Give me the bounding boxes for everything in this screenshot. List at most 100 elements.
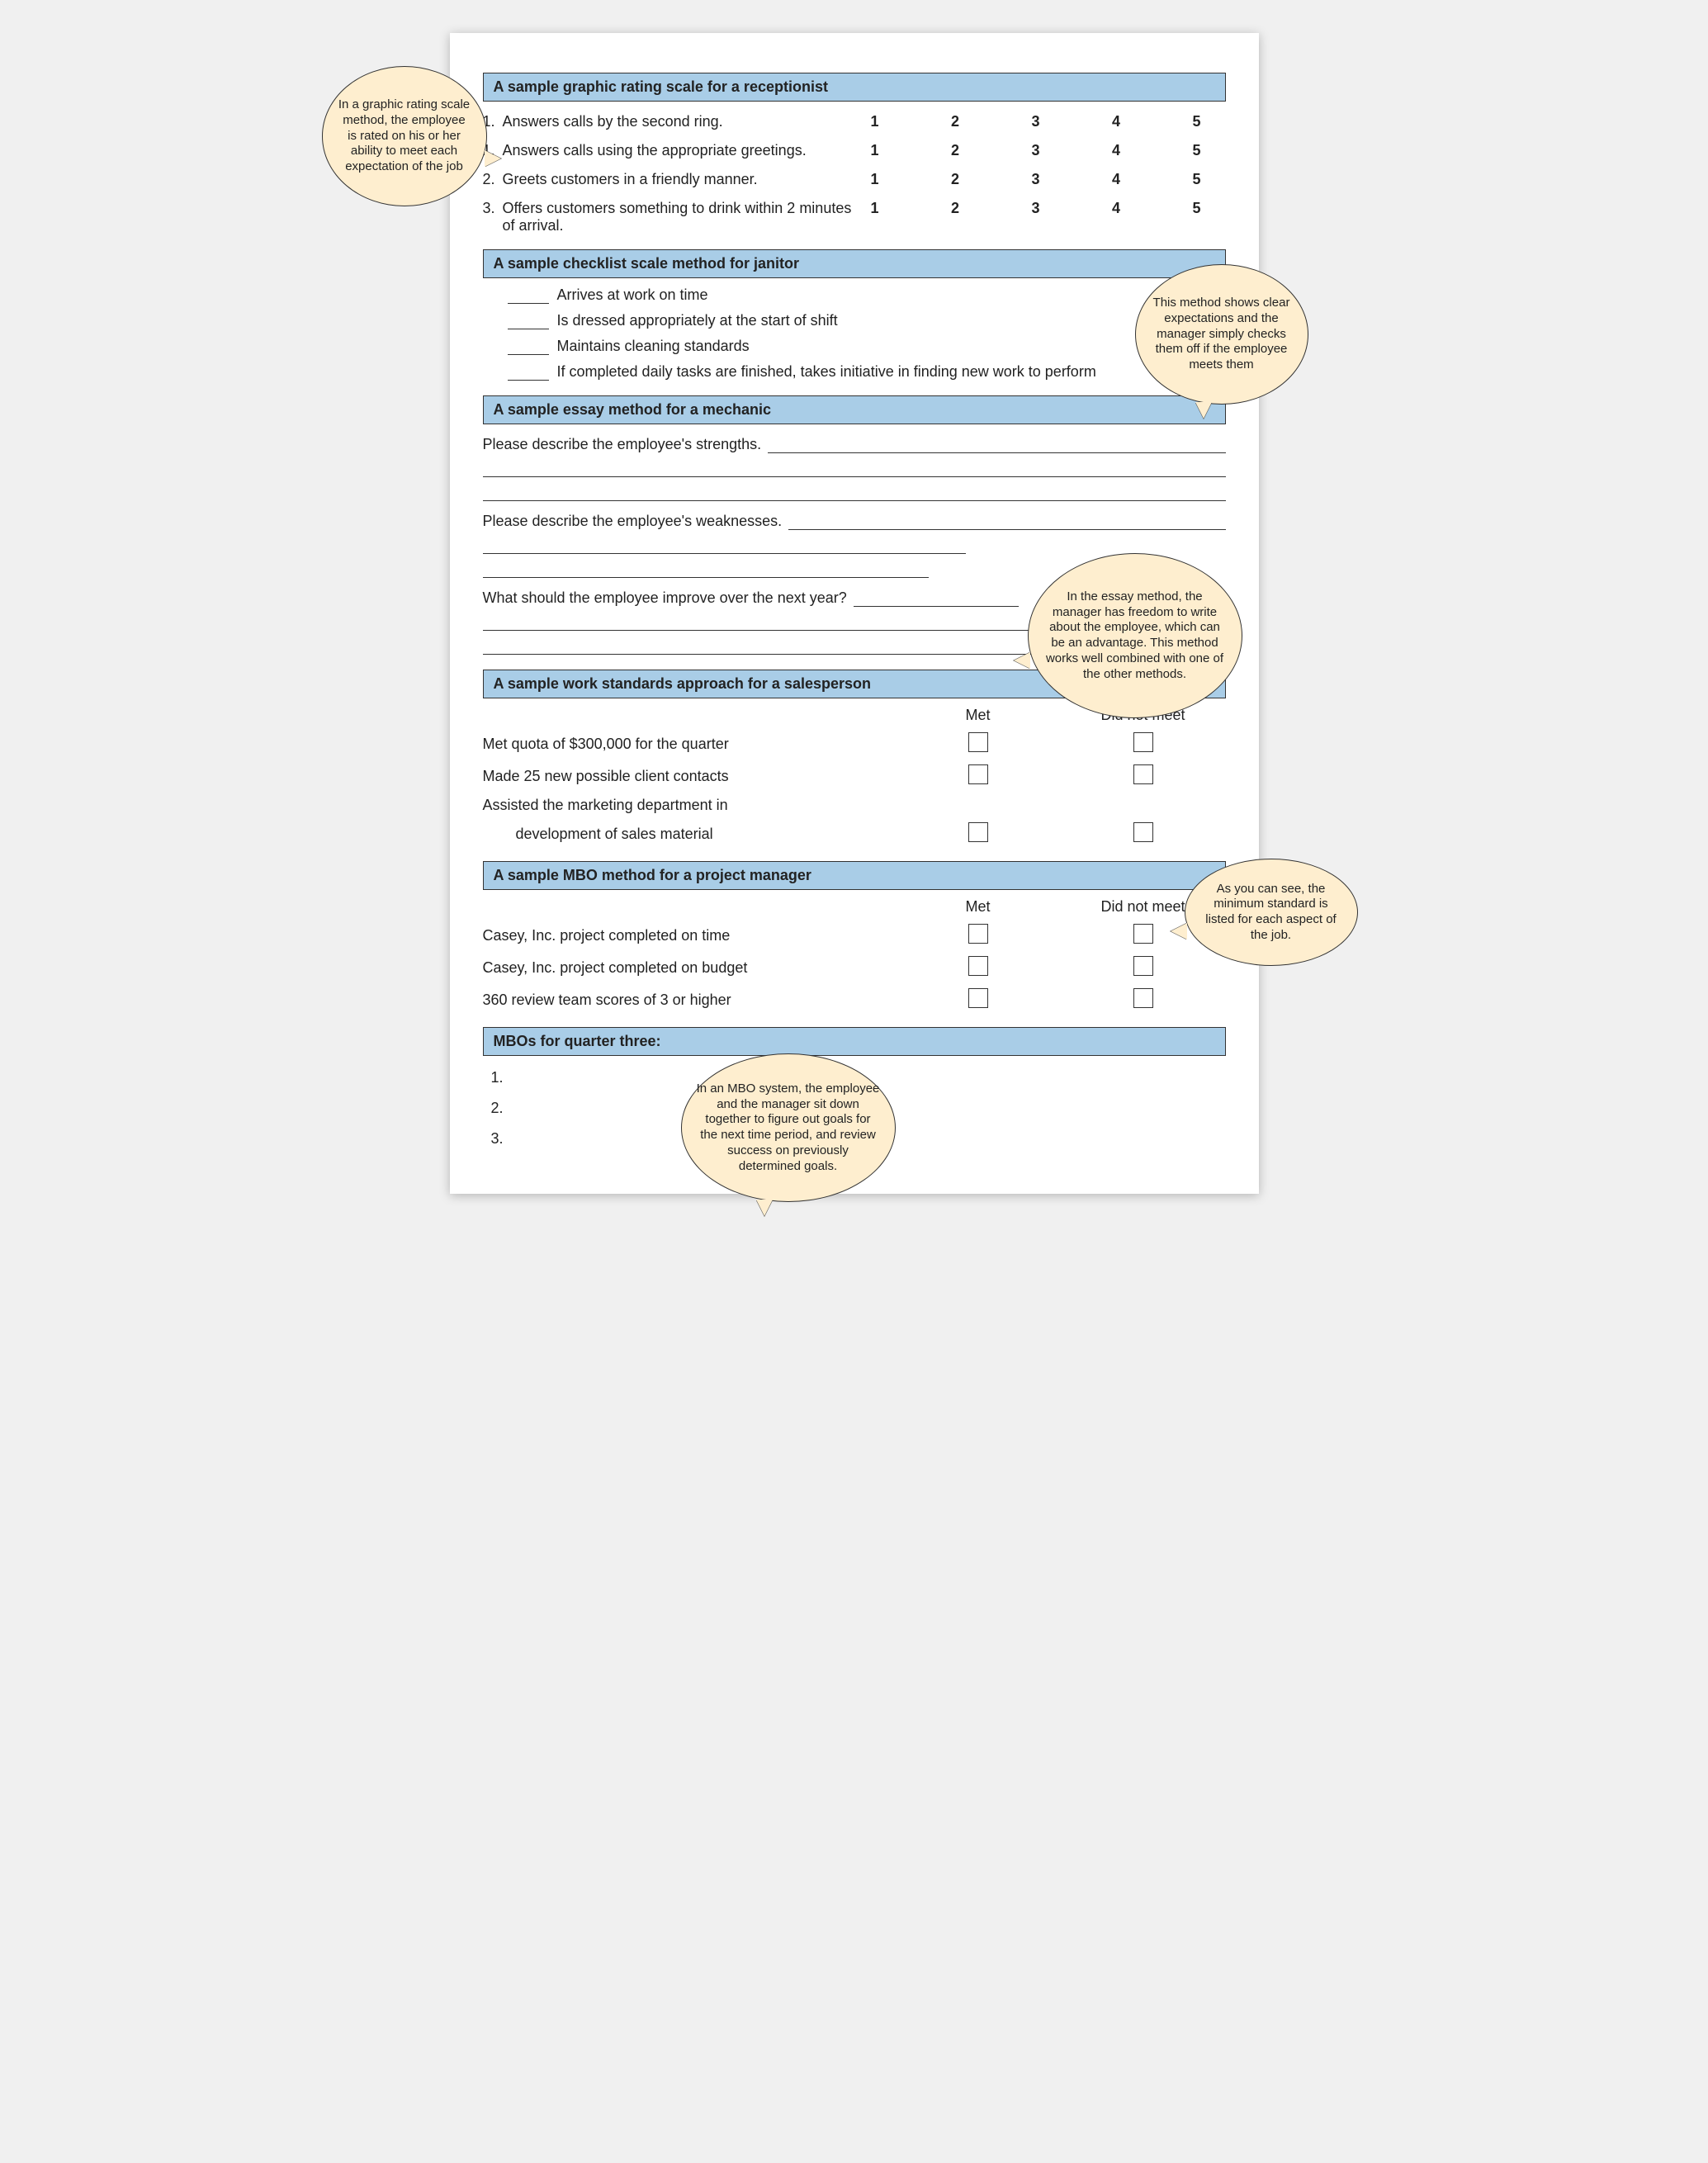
mboq3-num: 2. (491, 1100, 1226, 1117)
write-line[interactable] (854, 594, 1019, 607)
checkbox[interactable] (968, 924, 988, 944)
scale-val[interactable]: 2 (951, 200, 959, 217)
scale-val[interactable]: 5 (1192, 171, 1200, 188)
rating-label: Answers calls by the second ring. (503, 113, 871, 130)
scale-val[interactable]: 5 (1192, 113, 1200, 130)
rating-row: 1. Answers calls by the second ring. 1 2… (483, 113, 1226, 130)
rating-num: 1. (483, 113, 503, 130)
scale-val[interactable]: 4 (1112, 171, 1120, 188)
scale-val[interactable]: 2 (951, 142, 959, 159)
rating-scale: 1 2 3 4 5 (871, 113, 1226, 130)
write-line[interactable] (483, 535, 966, 554)
standards-row: Made 25 new possible client contacts (483, 764, 1226, 788)
rating-scale: 1 2 3 4 5 (871, 200, 1226, 217)
header-mboq3: MBOs for quarter three: (483, 1027, 1226, 1056)
rating-num: 3. (483, 200, 503, 217)
mboq3-num: 3. (491, 1130, 1226, 1148)
standards-table: Met Did not meet Met quota of $300,000 f… (483, 707, 1226, 846)
standards-row: development of sales material (483, 822, 1226, 846)
checkbox[interactable] (1133, 764, 1153, 784)
checklist-item: Maintains cleaning standards (508, 338, 1226, 355)
standards-row: Assisted the marketing department in (483, 797, 1226, 814)
mbo-label: Casey, Inc. project completed on budget (483, 959, 896, 977)
scale-val[interactable]: 1 (871, 171, 879, 188)
write-line[interactable] (483, 559, 929, 578)
scale-val[interactable]: 2 (951, 171, 959, 188)
checkbox[interactable] (968, 956, 988, 976)
essay-prompt: Please describe the employee's weaknesse… (483, 513, 783, 530)
essay-prompt: What should the employee improve over th… (483, 589, 847, 607)
std-label: development of sales material (483, 826, 896, 843)
header-essay: A sample essay method for a mechanic (483, 395, 1226, 424)
col-notmet: Did not meet (1061, 707, 1226, 724)
rating-label: Answers calls using the appropriate gree… (503, 142, 871, 159)
write-line[interactable] (483, 482, 1226, 501)
checkbox[interactable] (1133, 956, 1153, 976)
mbo-label: Casey, Inc. project completed on time (483, 927, 896, 944)
rating-num: 1. (483, 142, 503, 159)
scale-val[interactable]: 3 (1031, 171, 1039, 188)
write-line[interactable] (788, 518, 1225, 530)
mbo-row: Casey, Inc. project completed on budget (483, 956, 1226, 980)
scale-val[interactable]: 2 (951, 113, 959, 130)
checkbox[interactable] (968, 988, 988, 1008)
header-checklist: A sample checklist scale method for jani… (483, 249, 1226, 278)
checkbox[interactable] (968, 822, 988, 842)
bubble-text: In a graphic rating scale method, the em… (338, 97, 471, 175)
checklist-item: If completed daily tasks are finished, t… (508, 363, 1226, 381)
essay-block: What should the employee improve over th… (483, 589, 1226, 655)
scale-val[interactable]: 1 (871, 113, 879, 130)
scale-val[interactable]: 4 (1112, 113, 1120, 130)
header-mbo: A sample MBO method for a project manage… (483, 861, 1226, 890)
header-rating: A sample graphic rating scale for a rece… (483, 73, 1226, 102)
rating-num: 2. (483, 171, 503, 188)
col-met: Met (896, 707, 1061, 724)
blank-line[interactable] (508, 303, 549, 304)
rating-label: Greets customers in a friendly manner. (503, 171, 871, 188)
write-line[interactable] (768, 441, 1225, 453)
checkbox[interactable] (968, 764, 988, 784)
scale-val[interactable]: 5 (1192, 200, 1200, 217)
mbo-row: Casey, Inc. project completed on time (483, 924, 1226, 948)
rating-label: Offers customers something to drink with… (503, 200, 871, 234)
write-line[interactable] (483, 458, 1226, 477)
page: A sample graphic rating scale for a rece… (450, 33, 1259, 1194)
rating-row: 2. Greets customers in a friendly manner… (483, 171, 1226, 188)
mboq3-num: 1. (491, 1069, 1226, 1086)
checklist-item: Is dressed appropriately at the start of… (508, 312, 1226, 329)
scale-val[interactable]: 1 (871, 200, 879, 217)
scale-val[interactable]: 3 (1031, 142, 1039, 159)
scale-val[interactable]: 3 (1031, 200, 1039, 217)
blank-line[interactable] (508, 380, 549, 381)
mboq3-list: 1. 2. 3. (491, 1069, 1226, 1148)
essay-block: Please describe the employee's weaknesse… (483, 513, 1226, 578)
header-standards: A sample work standards approach for a s… (483, 670, 1226, 698)
col-met: Met (896, 898, 1061, 916)
mbo-label: 360 review team scores of 3 or higher (483, 992, 896, 1009)
checkbox[interactable] (968, 732, 988, 752)
rating-row: 3. Offers customers something to drink w… (483, 200, 1226, 234)
scale-val[interactable]: 4 (1112, 142, 1120, 159)
checkbox[interactable] (1133, 822, 1153, 842)
std-label: Assisted the marketing department in (483, 797, 896, 814)
checklist-item: Arrives at work on time (508, 286, 1226, 304)
write-line[interactable] (483, 636, 1226, 655)
checkbox[interactable] (1133, 732, 1153, 752)
essay-block: Please describe the employee's strengths… (483, 436, 1226, 501)
scale-val[interactable]: 5 (1192, 142, 1200, 159)
blank-line[interactable] (508, 354, 549, 355)
col-notmet: Did not meet (1061, 898, 1226, 916)
checkbox[interactable] (1133, 924, 1153, 944)
rating-row: 1. Answers calls using the appropriate g… (483, 142, 1226, 159)
scale-val[interactable]: 4 (1112, 200, 1120, 217)
scale-val[interactable]: 3 (1031, 113, 1039, 130)
checklist-text: If completed daily tasks are finished, t… (557, 363, 1096, 380)
checkbox[interactable] (1133, 988, 1153, 1008)
standards-row: Met quota of $300,000 for the quarter (483, 732, 1226, 756)
bubble-checklist: This method shows clear expectations and… (1135, 264, 1308, 405)
rating-scale: 1 2 3 4 5 (871, 142, 1226, 159)
scale-val[interactable]: 1 (871, 142, 879, 159)
write-line[interactable] (483, 612, 1226, 631)
std-label: Made 25 new possible client contacts (483, 768, 896, 785)
rating-scale: 1 2 3 4 5 (871, 171, 1226, 188)
